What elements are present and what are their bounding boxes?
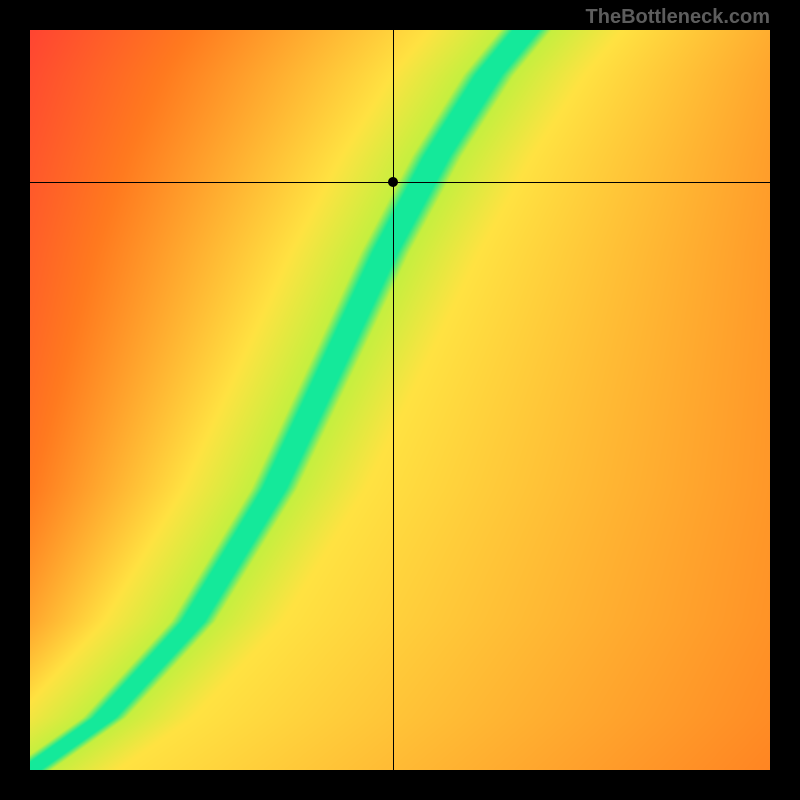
crosshair-vertical [393,30,394,770]
heatmap-canvas [30,30,770,770]
crosshair-horizontal [30,182,770,183]
chart-container [30,30,770,770]
marker-dot [388,177,398,187]
watermark-text: TheBottleneck.com [586,6,770,29]
